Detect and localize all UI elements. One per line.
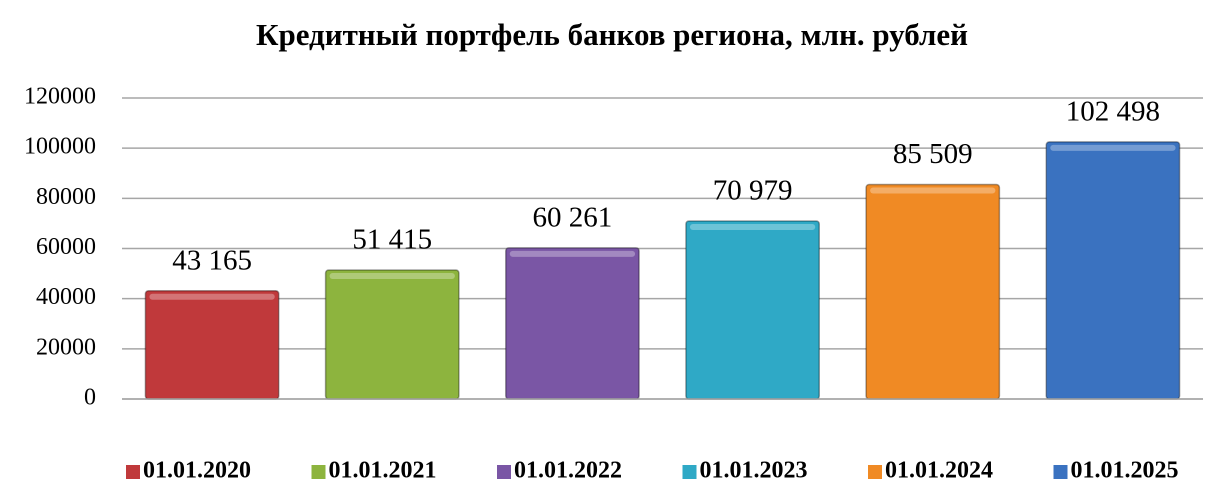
legend-swatch (682, 465, 697, 479)
bar-shine (509, 250, 636, 257)
bar-shine (1050, 144, 1176, 151)
value-label: 70 979 (713, 175, 793, 207)
y-tick-label: 120000 (24, 84, 96, 110)
bar-shine (689, 223, 816, 230)
bar (1045, 141, 1181, 400)
legend-swatch (868, 465, 882, 479)
bar (865, 183, 1001, 400)
legend-label: 01.01.2022 (514, 458, 622, 484)
y-tick-label: 100000 (24, 134, 96, 160)
bar (505, 247, 640, 400)
y-tick-label: 60000 (36, 234, 96, 260)
legend-swatch (126, 465, 140, 479)
chart-title: Кредитный портфель банков региона, млн. … (256, 17, 968, 52)
legend-swatch (1053, 465, 1068, 479)
legend-label: 01.01.2021 (329, 458, 437, 484)
legend-swatch (497, 465, 511, 479)
y-tick-label: 40000 (36, 284, 96, 310)
y-tick-label: 0 (84, 385, 96, 411)
value-label: 85 509 (893, 138, 973, 170)
y-tick-label: 20000 (36, 334, 96, 360)
legend-label: 01.01.2024 (885, 458, 993, 484)
y-tick-label: 80000 (36, 184, 96, 210)
legend-label: 01.01.2025 (1071, 458, 1179, 484)
bar-shine (329, 273, 455, 280)
value-label: 60 261 (533, 202, 613, 234)
bar (685, 220, 820, 400)
legend-swatch (311, 465, 326, 479)
bar (144, 289, 280, 400)
legend-label: 01.01.2023 (700, 458, 808, 484)
bar-shine (149, 293, 275, 300)
bar-shine (870, 187, 996, 194)
value-label: 43 165 (172, 244, 252, 276)
value-label: 51 415 (352, 224, 432, 256)
bar (324, 269, 460, 400)
value-label: 102 498 (1066, 96, 1160, 128)
legend-label: 01.01.2020 (143, 458, 251, 484)
